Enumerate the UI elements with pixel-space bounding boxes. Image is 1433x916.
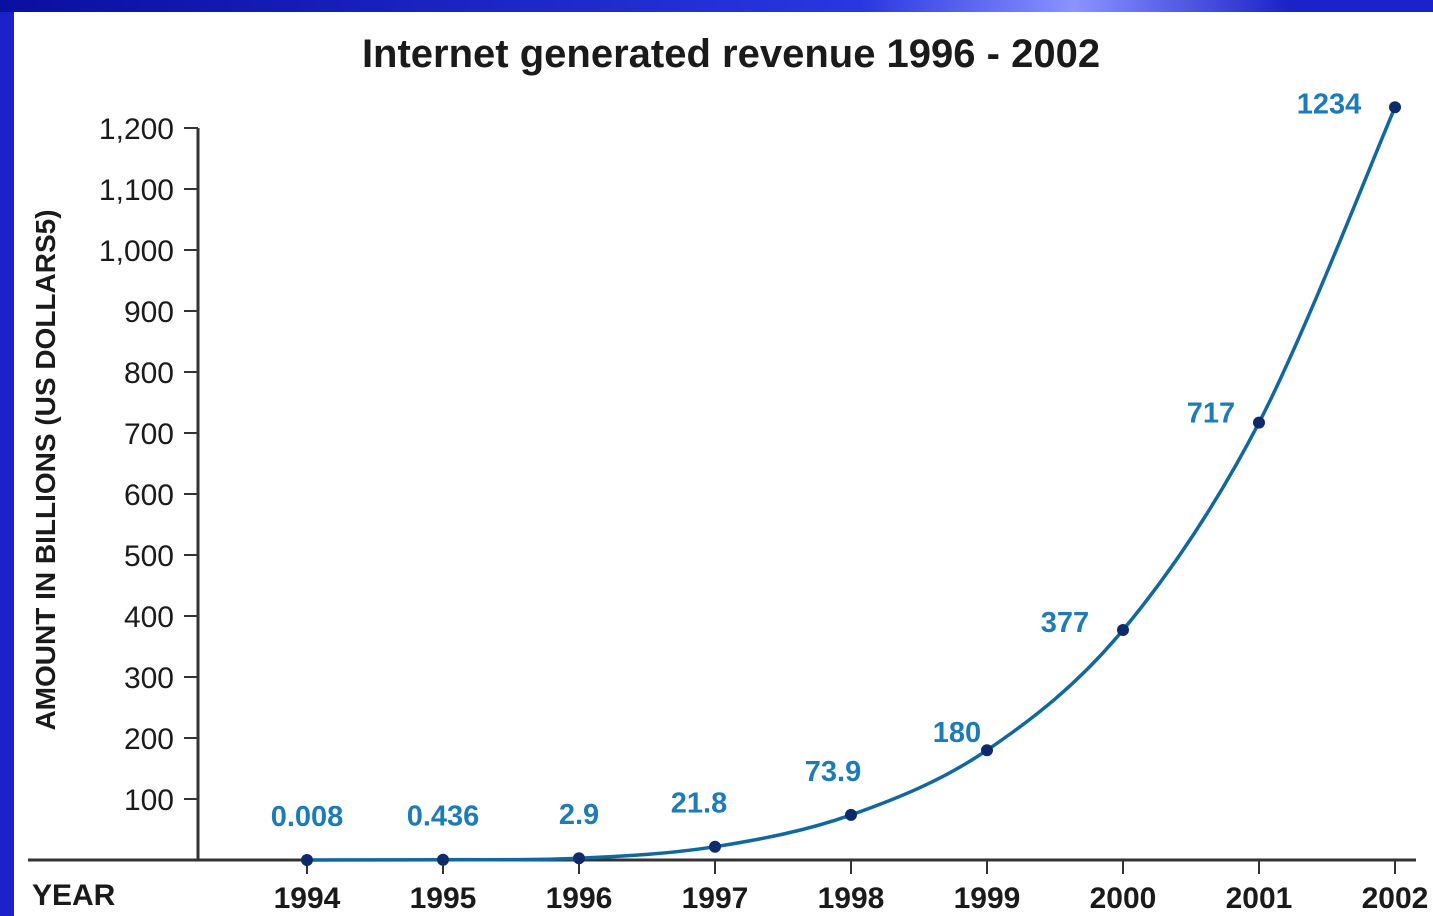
data-point bbox=[981, 744, 993, 757]
data-point bbox=[301, 853, 313, 866]
data-point bbox=[437, 853, 449, 866]
data-point bbox=[845, 808, 857, 821]
line-chart: Internet generated revenue 1996 - 2002 A… bbox=[28, 32, 1429, 915]
y-tick-label: 1,000 bbox=[99, 235, 174, 268]
x-tick-label: 1995 bbox=[410, 882, 477, 915]
data-label: 377 bbox=[1041, 607, 1089, 639]
data-label: 1234 bbox=[1297, 88, 1362, 120]
y-tick-label: 700 bbox=[124, 418, 174, 451]
x-tick-label: 2002 bbox=[1362, 882, 1429, 915]
y-tick-label: 100 bbox=[124, 784, 174, 817]
data-label: 180 bbox=[933, 717, 981, 749]
data-label: 717 bbox=[1187, 398, 1235, 430]
x-tick-label: 1997 bbox=[682, 882, 749, 915]
y-tick-label: 1,100 bbox=[99, 174, 174, 207]
x-tick-label: 2001 bbox=[1226, 882, 1293, 915]
data-point bbox=[1389, 101, 1401, 114]
data-label: 0.008 bbox=[271, 801, 344, 833]
y-tick-label: 200 bbox=[124, 723, 174, 756]
y-tick-label: 600 bbox=[124, 479, 174, 512]
x-tick-label: 1999 bbox=[954, 882, 1021, 915]
y-tick-label: 400 bbox=[124, 601, 174, 634]
y-tick-label: 800 bbox=[124, 357, 174, 390]
y-tick-label: 300 bbox=[124, 662, 174, 695]
x-axis-label: YEAR bbox=[32, 879, 116, 912]
y-tick-label: 1,200 bbox=[99, 113, 174, 146]
x-tick-label: 1998 bbox=[818, 882, 885, 915]
x-tick-label: 1994 bbox=[274, 882, 341, 915]
series-line bbox=[306, 106, 1397, 862]
slide-border-accent bbox=[0, 0, 1433, 12]
data-point bbox=[573, 852, 585, 865]
data-point bbox=[1253, 416, 1265, 429]
x-tick-label: 2000 bbox=[1090, 882, 1157, 915]
data-label: 73.9 bbox=[805, 756, 861, 788]
y-tick-label: 900 bbox=[124, 296, 174, 329]
y-axis-ticks: 100 200 300 400 500 600 700 800 900 1,000 1,100 1,2… bbox=[99, 113, 198, 817]
axes bbox=[28, 128, 1416, 862]
data-point bbox=[1117, 624, 1129, 637]
data-point bbox=[709, 840, 721, 853]
data-label: 21.8 bbox=[671, 788, 727, 820]
series-revenue bbox=[301, 101, 1401, 866]
y-tick-label: 500 bbox=[124, 540, 174, 573]
y-axis-label: AMOUNT IN BILLIONS (US DOLLARS5) bbox=[30, 209, 61, 730]
x-axis-ticks: 1994 1995 1996 1997 1998 1999 2000 2001 2002 bbox=[274, 860, 1429, 915]
chart-title: Internet generated revenue 1996 - 2002 bbox=[362, 32, 1100, 76]
data-label: 2.9 bbox=[559, 799, 599, 831]
x-tick-label: 1996 bbox=[546, 882, 613, 915]
data-label: 0.436 bbox=[407, 801, 480, 833]
data-labels: 0.008 0.436 2.9 21.8 73.9 180 377 717 1234 bbox=[271, 88, 1362, 833]
chart-panel: Internet generated revenue 1996 - 2002 A… bbox=[14, 12, 1433, 916]
